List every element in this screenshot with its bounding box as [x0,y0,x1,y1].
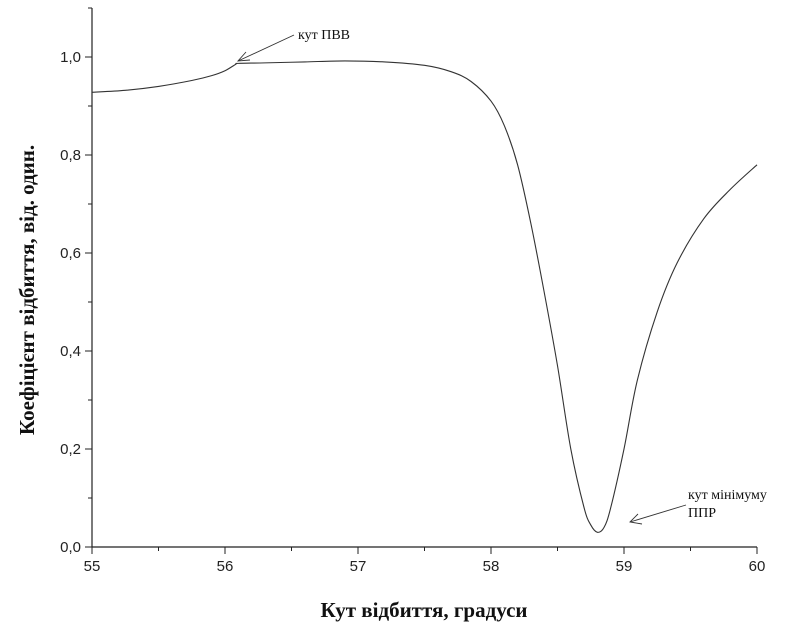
x-tick-label: 58 [483,558,500,575]
x-tick-label: 57 [350,558,367,575]
y-tick-label: 0,6 [60,245,81,262]
y-tick-label: 0,2 [60,441,81,458]
x-ticks: 55 56 57 58 59 60 [84,547,766,575]
annotation-arrowhead-tir [236,51,251,62]
y-tick-label: 0,8 [60,147,81,164]
x-tick-label: 60 [749,558,766,575]
x-axis-title: Кут відбиття, градуси [321,598,528,622]
y-axis-title: Коефіцієнт відбиття, від. один. [15,145,39,435]
y-tick-label: 0,4 [60,343,81,360]
annotation-spr-label-line2: ППР [688,506,716,521]
annotation-arrow-spr [629,504,687,523]
x-tick-label: 56 [217,558,234,575]
annotation-arrow-tir [237,34,295,62]
annotations: кут ПВВ кут мінімуму ППР [236,28,767,525]
reflectance-curve [91,60,758,533]
axes [91,8,757,548]
y-tick-label: 0,0 [60,539,81,556]
x-tick-label: 59 [616,558,633,575]
annotation-tir-label: кут ПВВ [298,28,350,43]
y-ticks: 0,0 0,2 0,4 0,6 0,8 1,0 [60,7,92,556]
y-tick-label: 1,0 [60,49,81,66]
annotation-spr-label-line1: кут мінімуму [688,488,767,503]
x-tick-label: 55 [84,558,101,575]
annotation-arrowhead-spr [629,513,643,525]
